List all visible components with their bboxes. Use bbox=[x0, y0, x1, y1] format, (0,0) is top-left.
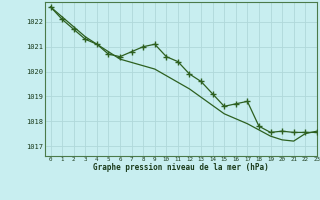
X-axis label: Graphe pression niveau de la mer (hPa): Graphe pression niveau de la mer (hPa) bbox=[93, 163, 269, 172]
